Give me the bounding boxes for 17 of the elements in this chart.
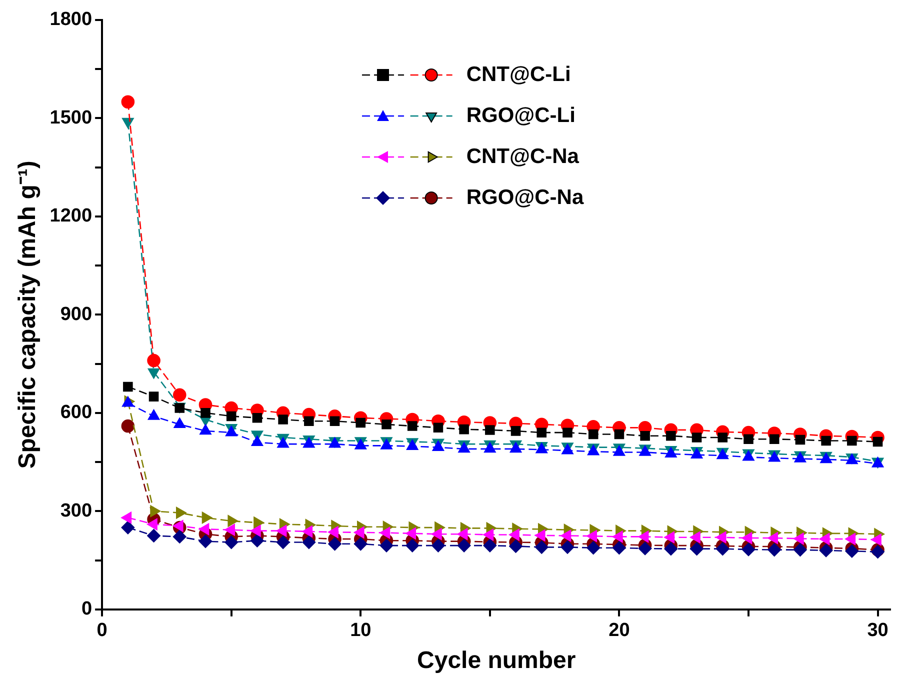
x-tick-label: 0: [96, 620, 108, 642]
legend-label: CNT@C-Li: [466, 62, 571, 86]
y-axis-title: Specific capacity (mAh g⁻¹): [14, 160, 42, 469]
y-tick-label: 900: [60, 304, 92, 325]
y-tick-label: 300: [60, 500, 92, 522]
legend-label: RGO@C-Li: [466, 104, 576, 127]
x-axis-title: Cycle number: [417, 647, 576, 674]
legend-label: CNT@C-Na: [466, 144, 580, 168]
y-tick-label: 1800: [50, 9, 92, 30]
x-tick-label: 30: [867, 620, 888, 642]
y-tick-label: 0: [81, 598, 92, 620]
y-tick-label: 1200: [50, 206, 92, 227]
x-tick-label: 10: [350, 620, 372, 642]
y-tick-label: 600: [60, 402, 92, 424]
legend-label: RGO@C-Na: [466, 186, 584, 209]
y-tick-label: 1500: [50, 107, 92, 128]
x-tick-label: 20: [608, 620, 630, 642]
